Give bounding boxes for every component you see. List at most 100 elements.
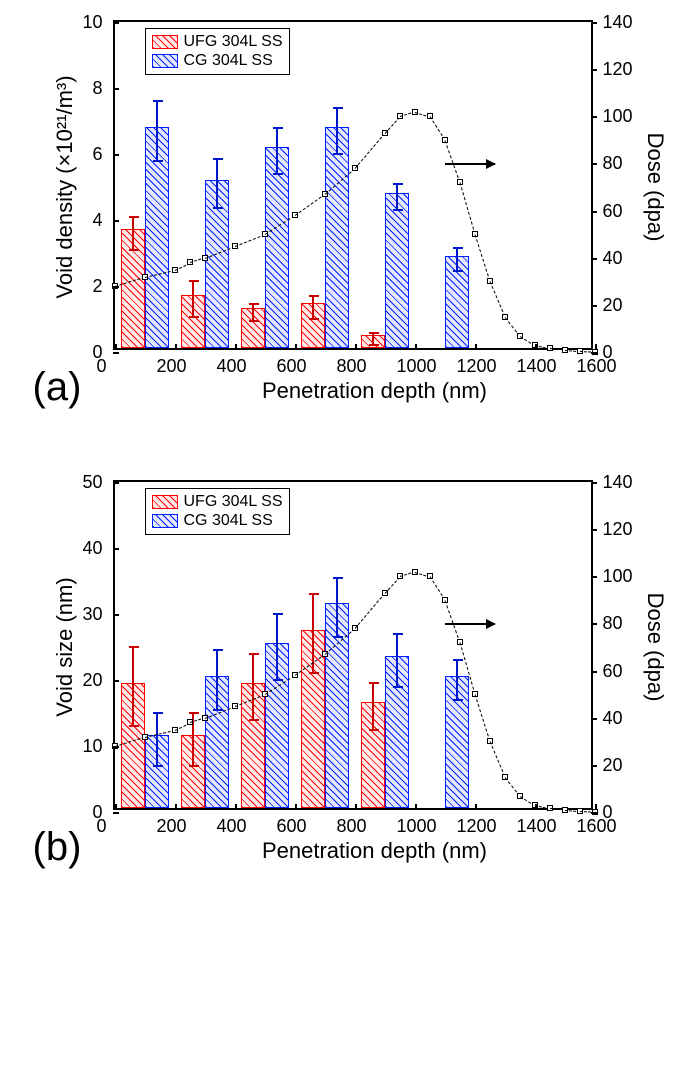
y-left-tick-label: 20 [82, 670, 102, 691]
legend-row: CG 304L SS [152, 52, 283, 70]
dose-line-segment [459, 183, 475, 235]
legend-row: UFG 304L SS [152, 493, 283, 511]
error-cap [249, 303, 259, 305]
y-right-tick-label: 100 [603, 566, 633, 587]
chart-box: 0200400600800100012001400160001020304050… [113, 480, 593, 810]
y-right-tick [591, 116, 597, 118]
dose-line-segment [354, 133, 385, 169]
cg-bar [265, 147, 289, 348]
y-left-tick-label: 30 [82, 604, 102, 625]
y-left-tick [113, 154, 119, 156]
y-right-tick [591, 765, 597, 767]
error-cap [213, 158, 223, 160]
figure: 0200400600800100012001400160002468100204… [0, 0, 675, 960]
legend: UFG 304L SSCG 304L SS [145, 488, 290, 535]
x-tick [355, 344, 357, 350]
error-bar [276, 614, 278, 680]
dose-line-segment [234, 234, 264, 247]
y-right-tick [591, 482, 597, 484]
y-left-tick-label: 6 [92, 144, 102, 165]
x-tick-label: 1400 [517, 816, 557, 837]
error-cap [189, 712, 199, 714]
x-label: Penetration depth (nm) [262, 378, 487, 404]
error-bar [456, 660, 458, 700]
error-bar [216, 159, 218, 209]
dose-line-segment [294, 194, 325, 216]
y-right-tick [591, 812, 597, 814]
x-tick [535, 804, 537, 810]
error-cap [249, 719, 259, 721]
legend-label: CG 304L SS [184, 512, 273, 530]
y-left-tick-label: 8 [92, 78, 102, 99]
right-axis-arrow-icon [445, 163, 495, 165]
y-left-tick-label: 4 [92, 210, 102, 231]
cg-swatch-icon [152, 514, 178, 528]
legend-label: UFG 304L SS [184, 33, 283, 51]
error-cap [189, 316, 199, 318]
error-cap [129, 216, 139, 218]
y-right-tick [591, 576, 597, 578]
x-tick [535, 344, 537, 350]
dose-line-segment [489, 282, 505, 318]
panel-b: 0200400600800100012001400160001020304050… [33, 480, 643, 880]
y-left-tick [113, 286, 119, 288]
error-bar [276, 128, 278, 174]
dose-line-segment [444, 600, 460, 643]
error-cap [213, 649, 223, 651]
y-right-tick [591, 671, 597, 673]
error-cap [153, 160, 163, 162]
error-cap [273, 173, 283, 175]
error-bar [396, 634, 398, 687]
x-tick [235, 344, 237, 350]
error-bar [156, 101, 158, 160]
x-tick-label: 1200 [457, 356, 497, 377]
x-tick [175, 344, 177, 350]
error-cap [453, 659, 463, 661]
x-tick-label: 600 [277, 356, 307, 377]
x-tick-label: 200 [157, 816, 187, 837]
error-cap [273, 679, 283, 681]
error-cap [189, 765, 199, 767]
error-cap [453, 270, 463, 272]
ufg-swatch-icon [152, 35, 178, 49]
y-right-tick-label: 60 [603, 201, 623, 222]
y-right-tick-label: 140 [603, 472, 633, 493]
cg-bar [325, 127, 349, 348]
x-tick [415, 344, 417, 350]
y-left-tick [113, 812, 119, 814]
x-tick-label: 400 [217, 816, 247, 837]
error-cap [369, 729, 379, 731]
y-left-tick [113, 614, 119, 616]
right-axis-arrow-icon [445, 623, 495, 625]
y-right-label: Dose (dpa) [642, 133, 668, 242]
error-bar [156, 713, 158, 766]
y-right-tick-label: 20 [603, 755, 623, 776]
y-left-label: Void size (nm) [52, 577, 78, 716]
error-cap [393, 686, 403, 688]
x-tick [355, 804, 357, 810]
y-right-tick-label: 120 [603, 519, 633, 540]
error-cap [333, 153, 343, 155]
dose-line-segment [474, 234, 490, 281]
legend-label: UFG 304L SS [184, 493, 283, 511]
y-left-tick [113, 746, 119, 748]
x-tick [115, 804, 117, 810]
legend-row: UFG 304L SS [152, 33, 283, 51]
y-right-tick-label: 60 [603, 661, 623, 682]
x-tick [115, 344, 117, 350]
ufg-swatch-icon [152, 495, 178, 509]
y-right-tick-label: 140 [603, 12, 633, 33]
x-tick [595, 344, 597, 350]
error-cap [273, 613, 283, 615]
y-right-tick [591, 211, 597, 213]
error-bar [252, 654, 254, 720]
error-cap [129, 249, 139, 251]
error-cap [249, 653, 259, 655]
y-left-tick-label: 0 [92, 342, 102, 363]
error-bar [456, 248, 458, 271]
y-left-tick-label: 2 [92, 276, 102, 297]
y-left-tick [113, 352, 119, 354]
error-cap [369, 682, 379, 684]
error-bar [216, 650, 218, 709]
error-cap [393, 209, 403, 211]
